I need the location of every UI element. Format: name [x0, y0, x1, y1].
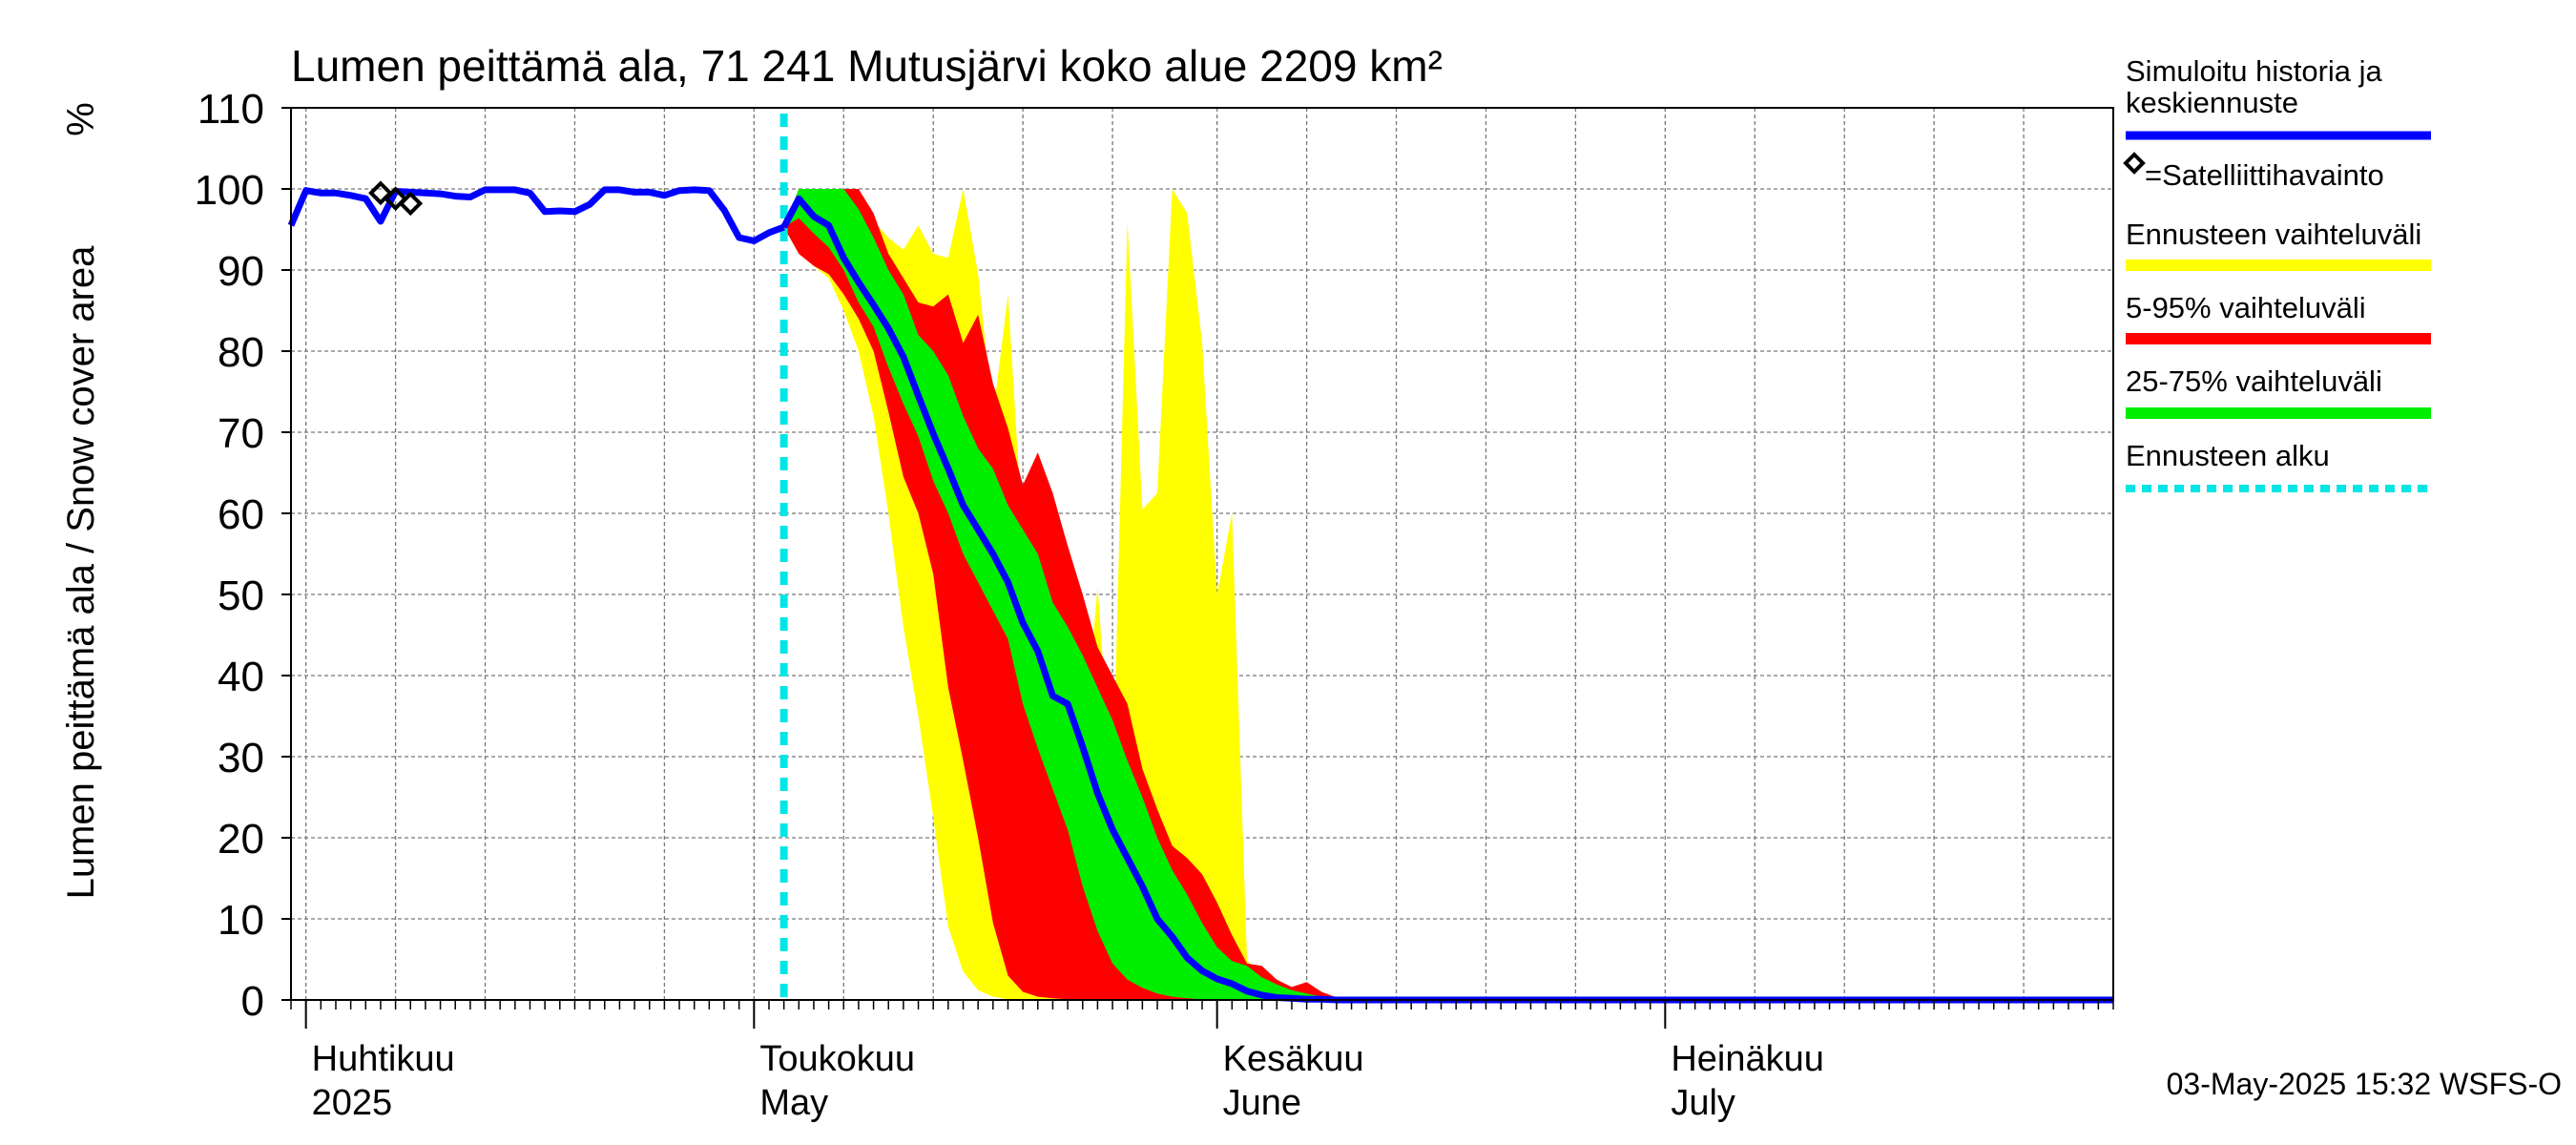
month-label-fi: Kesäkuu [1223, 1039, 1364, 1079]
satellite-observation-marker [398, 191, 424, 217]
legend-label-history: Simuloitu historia ja keskiennuste [2126, 54, 2383, 119]
legend-swatch-satellite [2123, 152, 2146, 175]
y-tick-label: 100 [195, 167, 264, 214]
month-label-fi: Huhtikuu [312, 1039, 455, 1079]
legend-label-full-range: Ennusteen vaihteluväli [2126, 218, 2421, 251]
legend-label-history-line2: keskiennuste [2126, 86, 2298, 119]
gridlines [291, 108, 2113, 1000]
y-tick-label: 0 [241, 978, 264, 1025]
satellite-observation-marker [368, 180, 393, 206]
y-tick-label: 20 [218, 816, 264, 863]
forecast-bands [783, 189, 2113, 1000]
y-tick-label: 50 [218, 572, 264, 619]
y-tick-label: 30 [218, 735, 264, 781]
y-tick-label: 110 [197, 86, 264, 133]
legend-label-forecast-start: Ennusteen alku [2126, 439, 2330, 472]
y-tick-label: 80 [218, 329, 264, 376]
footer-timestamp: 03-May-2025 15:32 WSFS-O [2167, 1067, 2562, 1101]
history-line [287, 186, 785, 244]
legend-label-satellite: =Satelliittihavainto [2145, 158, 2384, 192]
legend-label-history-line1: Simuloitu historia ja [2126, 54, 2383, 88]
month-label-fi: Heinäkuu [1671, 1039, 1824, 1079]
y-tick-label: 40 [218, 654, 264, 700]
chart-title: Lumen peittämä ala, 71 241 Mutusjärvi ko… [291, 41, 1443, 91]
month-label-en: June [1223, 1083, 1301, 1123]
y-tick-label: 90 [218, 248, 264, 295]
y-tick-label: 70 [218, 410, 264, 457]
legend-label-5-95: 5-95% vaihteluväli [2126, 291, 2366, 324]
y-axis-label: Lumen peittämä ala / Snow cover area [60, 245, 102, 900]
y-tick-label: 10 [218, 897, 264, 944]
band-25-75 [783, 189, 2113, 1000]
y-axis-unit: % [60, 102, 102, 136]
satellite-observation-marker [383, 186, 408, 212]
y-tick-label: 60 [218, 491, 264, 538]
legend-label-25-75: 25-75% vaihteluväli [2126, 364, 2382, 398]
month-label-en: 2025 [312, 1083, 393, 1123]
month-label-en: July [1671, 1083, 1735, 1123]
month-label-en: May [759, 1083, 828, 1123]
month-label-fi: Toukokuu [759, 1039, 915, 1079]
legend: Simuloitu historia ja keskiennuste =Satell… [2123, 54, 2431, 492]
